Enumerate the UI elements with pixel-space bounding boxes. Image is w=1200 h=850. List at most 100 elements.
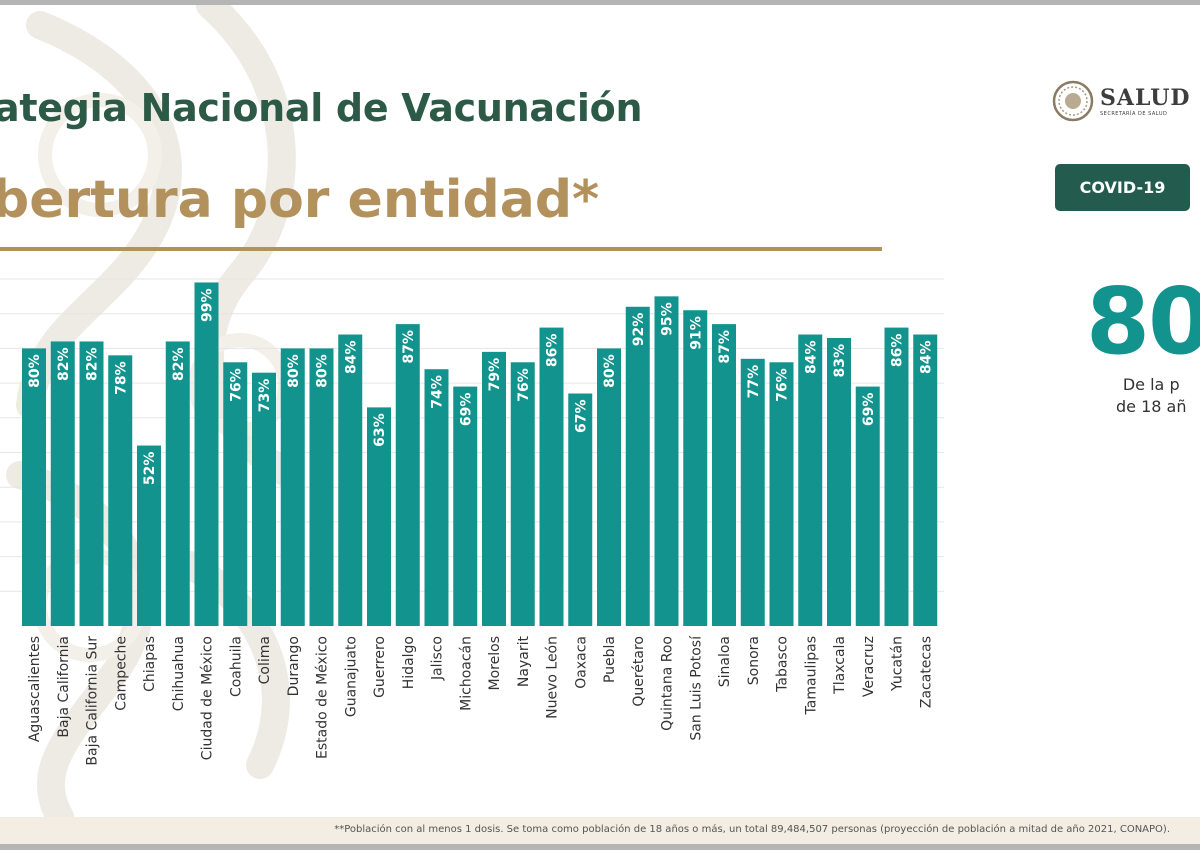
- bar-chiapas: [137, 445, 161, 626]
- data-label: 92%: [631, 313, 647, 347]
- data-label: 80%: [27, 354, 43, 388]
- data-label: 95%: [660, 302, 676, 336]
- data-label: 73%: [257, 379, 273, 413]
- summary-note-line-2: de 18 añ: [1116, 397, 1187, 416]
- bar-michoacán: [453, 386, 478, 626]
- bar-querétaro: [625, 306, 650, 626]
- data-label: 76%: [775, 368, 791, 402]
- data-label: 63%: [372, 413, 388, 447]
- category-label: Nayarit: [516, 636, 532, 688]
- category-label: Tlaxcala: [832, 636, 848, 695]
- data-label: 86%: [890, 334, 906, 368]
- category-label: Coahuila: [228, 636, 244, 697]
- data-label: 76%: [516, 368, 532, 402]
- data-label: 83%: [832, 344, 848, 378]
- top-border: [0, 0, 1200, 5]
- footnote-text: **Población con al menos 1 dosis. Se tom…: [334, 824, 1170, 835]
- data-label: 86%: [545, 334, 561, 368]
- bottom-border: [0, 844, 1200, 850]
- category-label: Quintana Roo: [660, 636, 676, 731]
- category-label: Jalisco: [430, 636, 446, 681]
- category-label: Tabasco: [775, 636, 791, 693]
- data-label: 91%: [688, 316, 704, 350]
- bar-quintana-roo: [654, 296, 679, 626]
- bar-baja-california: [50, 341, 75, 626]
- category-label: Yucatán: [890, 636, 906, 692]
- category-label: San Luis Potosí: [688, 635, 704, 741]
- category-label: Chiapas: [142, 636, 158, 692]
- category-label: Ciudad de México: [200, 636, 216, 760]
- bar-campeche: [108, 355, 133, 626]
- bar-colima: [252, 372, 276, 626]
- bar-chihuahua: [165, 341, 190, 626]
- category-label: Michoacán: [458, 636, 474, 711]
- bar-zacatecas: [913, 334, 938, 626]
- category-label: Puebla: [602, 636, 618, 683]
- category-label: Aguascalientes: [27, 636, 43, 742]
- salud-logo: SALUD SECRETARÍA DE SALUD: [1052, 80, 1200, 126]
- footnote-bar: **Población con al menos 1 dosis. Se tom…: [0, 817, 1200, 844]
- bar-nuevo-león: [539, 327, 564, 626]
- data-label: 79%: [487, 358, 503, 392]
- logo-subtitle: SECRETARÍA DE SALUD: [1100, 111, 1168, 117]
- coverage-bar-chart: 80% Aguascalientes 82% Baja California 82% Ba…: [0, 278, 944, 766]
- category-label: Querétaro: [631, 636, 647, 707]
- bar-yucatán: [884, 327, 909, 626]
- bar-estado-de-méxico: [309, 348, 334, 626]
- bar-san-luis-potosí: [683, 310, 708, 626]
- bar-morelos: [482, 351, 506, 626]
- category-label: Baja California: [56, 636, 72, 738]
- bar-oaxaca: [568, 393, 593, 626]
- data-label: 87%: [401, 330, 417, 364]
- category-label: Tamaulipas: [803, 636, 819, 715]
- title-divider: [0, 247, 882, 251]
- summary-value: 80: [1086, 268, 1200, 375]
- data-label: 82%: [56, 347, 72, 381]
- data-label: 84%: [343, 341, 359, 375]
- data-label: 69%: [861, 393, 877, 427]
- bar-ciudad-de-méxico: [194, 282, 219, 626]
- bar-guerrero: [367, 407, 391, 626]
- bar-tlaxcala: [827, 337, 851, 626]
- category-label: Sinaloa: [717, 636, 733, 687]
- bar-durango: [280, 348, 305, 626]
- category-label: Oaxaca: [573, 636, 589, 689]
- seal-icon: [1052, 80, 1094, 122]
- category-label: Baja California Sur: [85, 636, 101, 766]
- data-label: 78%: [113, 361, 129, 395]
- category-label: Guerrero: [372, 636, 388, 698]
- bar-hidalgo: [395, 324, 420, 626]
- data-label: 80%: [315, 354, 331, 388]
- bar-aguascalientes: [22, 348, 46, 626]
- category-label: Nuevo León: [545, 636, 561, 719]
- page-title: ategia Nacional de Vacunación: [0, 86, 643, 130]
- category-label: Hidalgo: [401, 636, 417, 689]
- data-label: 52%: [142, 452, 158, 486]
- data-label: 84%: [803, 341, 819, 375]
- summary-note: De la p de 18 añ: [1116, 374, 1186, 418]
- data-label: 99%: [200, 288, 216, 322]
- category-label: Sonora: [746, 636, 762, 685]
- data-label: 80%: [286, 354, 302, 388]
- data-label: 76%: [228, 368, 244, 402]
- bar-sonora: [740, 358, 765, 626]
- bar-coahuila: [223, 362, 248, 626]
- bar-veracruz: [855, 386, 880, 626]
- bar-baja-california-sur: [79, 341, 104, 626]
- data-label: 82%: [85, 347, 101, 381]
- data-label: 77%: [746, 365, 762, 399]
- bar-nayarit: [510, 362, 535, 626]
- bar-guanajuato: [338, 334, 363, 626]
- bar-tabasco: [769, 362, 794, 626]
- logo-name: SALUD: [1100, 85, 1191, 111]
- covid-badge: COVID-19: [1055, 164, 1190, 211]
- category-label: Estado de México: [315, 636, 331, 759]
- category-label: Colima: [257, 636, 273, 684]
- bar-puebla: [597, 348, 621, 626]
- category-label: Durango: [286, 636, 302, 696]
- data-label: 87%: [717, 330, 733, 364]
- bar-sinaloa: [712, 324, 736, 626]
- category-label: Campeche: [113, 636, 129, 711]
- bar-tamaulipas: [798, 334, 823, 626]
- summary-note-line-1: De la p: [1122, 375, 1180, 394]
